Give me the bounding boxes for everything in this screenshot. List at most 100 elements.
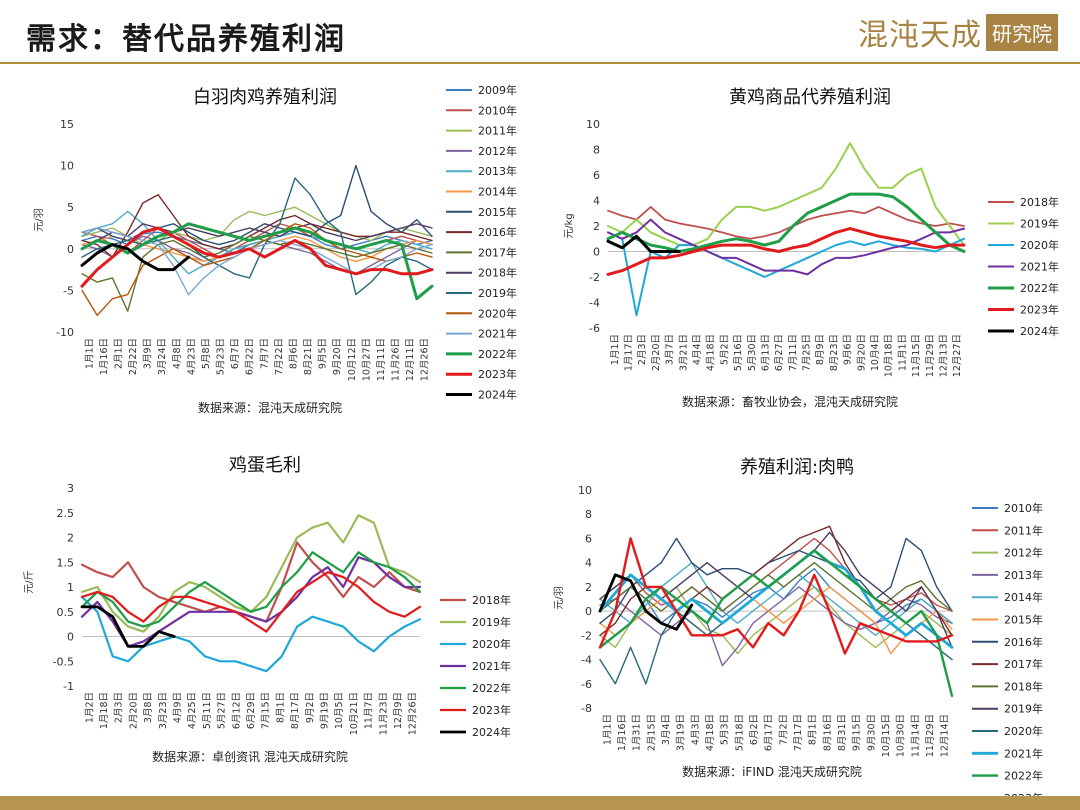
y-tick-label: 2 — [67, 532, 74, 545]
x-tick-label: 3月9日 — [143, 338, 154, 369]
y-tick-label: 10 — [586, 118, 600, 131]
y-tick-label: -2 — [581, 629, 592, 642]
footer-bar — [0, 796, 1080, 810]
y-tick-label: 2 — [593, 220, 600, 233]
legend-label: 2015年 — [1004, 613, 1043, 627]
legend-label: 2014年 — [478, 185, 517, 199]
x-tick-label: 4月18日 — [705, 714, 716, 751]
y-tick-label: 5 — [67, 201, 74, 214]
x-tick-label: 11月7日 — [364, 692, 375, 729]
chart-title: 鸡蛋毛利 — [229, 455, 301, 476]
x-tick-label: 7月17日 — [793, 714, 804, 751]
x-tick-label: 4月9日 — [173, 692, 184, 723]
x-tick-label: 6月2日 — [749, 714, 760, 745]
x-tick-label: 5月18日 — [734, 714, 745, 751]
legend-label: 2016年 — [1004, 635, 1043, 649]
x-tick-label: 11月1日 — [897, 334, 908, 371]
x-tick-label: 8月31日 — [837, 714, 848, 751]
legend-label: 2012年 — [1004, 546, 1043, 560]
legend-label: 2021年 — [478, 327, 517, 341]
x-tick-label: 1月16日 — [99, 338, 110, 375]
x-tick-label: 3月7日 — [665, 334, 676, 365]
x-tick-label: 1月2日 — [84, 692, 95, 723]
x-tick-label: 9月15日 — [852, 714, 863, 751]
legend-label: 2017年 — [1004, 657, 1043, 671]
chart-title: 白羽肉鸡养殖利润 — [193, 86, 337, 108]
logo-text: 混沌天成 — [858, 18, 982, 53]
legend-label: 2017年 — [478, 245, 517, 259]
series-line — [81, 223, 433, 250]
series-line — [598, 573, 694, 631]
x-tick-label: 5月3日 — [720, 714, 731, 745]
chart-svg: 鸡蛋毛利 -1 -0.5 0 0.5 1 1.5 2 2.5 3 1月2日 1月18日 2月3日 2月20… — [23, 455, 511, 764]
x-tick-label: 9月20日 — [332, 338, 343, 375]
y-tick-label: -10 — [56, 326, 74, 339]
x-tick-label: 7月2日 — [778, 714, 789, 745]
x-tick-label: 1月17日 — [624, 334, 635, 371]
x-tick-label: 9月2日 — [305, 692, 316, 723]
chart-svg: 养殖利润:肉鸭 -8 -6 -4 -2 0 2 4 6 8 10 1月1日 1月16日 1月31日 2月15… — [553, 456, 1043, 805]
legend-label: 2018年 — [1020, 195, 1059, 209]
x-tick-label: 2月20日 — [651, 334, 662, 371]
page-title: 需求：替代品养殖利润 — [26, 22, 346, 57]
x-tick-label: 6月29日 — [246, 692, 257, 729]
x-tick-label: 10月5日 — [334, 692, 345, 729]
legend-label: 2011年 — [1004, 523, 1043, 537]
legend-label: 2023年 — [1020, 303, 1059, 317]
x-tick-label: 10月18日 — [884, 334, 895, 377]
x-tick-label: 4月8日 — [172, 338, 183, 369]
x-tick-label: 12月14日 — [940, 714, 951, 757]
x-tick-label: 6月13日 — [760, 334, 771, 371]
legend-label: 2019年 — [1004, 702, 1043, 716]
logo: 混沌天成 研究院 — [858, 12, 1058, 53]
x-tick-label: 11月29日 — [925, 714, 936, 757]
chart-meat-duck-profit: 养殖利润:肉鸭 -8 -6 -4 -2 0 2 4 6 8 10 1月1日 1月16日 1月31日 2月15… — [540, 438, 1080, 806]
x-tick-label: 2月20日 — [128, 692, 139, 729]
series-line — [80, 595, 422, 673]
series-line — [80, 551, 422, 628]
x-tick-label: 8月6日 — [288, 338, 299, 369]
x-tick-label: 8月9日 — [815, 334, 826, 365]
y-axis-label: 元/斤 — [23, 570, 35, 593]
series-line — [80, 243, 190, 272]
x-tick-label: 5月11日 — [202, 692, 213, 729]
series-line — [607, 206, 965, 240]
x-tick-label: 3月21日 — [678, 334, 689, 371]
series-line — [80, 226, 434, 288]
series-line — [81, 223, 433, 317]
x-tick-label: 8月1日 — [808, 714, 819, 745]
y-tick-label: 15 — [60, 118, 74, 131]
x-tick-label: 1月1日 — [610, 334, 621, 365]
source-note: 数据来源：iFIND 混沌天成研究院 — [682, 764, 862, 779]
series-line — [80, 605, 176, 648]
x-tick-label: 11月26日 — [391, 338, 402, 381]
series-line — [607, 218, 965, 276]
x-tick-label: 8月21日 — [303, 338, 314, 375]
series-line — [599, 586, 953, 655]
y-tick-label: 0 — [67, 243, 74, 256]
legend-label: 2013年 — [478, 164, 517, 178]
series-line — [80, 571, 422, 633]
x-tick-label: 12月13日 — [938, 334, 949, 377]
legend-label: 2023年 — [478, 367, 517, 381]
x-tick-label: 6月27日 — [774, 334, 785, 371]
y-tick-label: 4 — [593, 195, 600, 208]
y-tick-label: -8 — [581, 702, 592, 715]
y-tick-label: 0.5 — [57, 606, 75, 619]
x-tick-label: 11月11日 — [376, 338, 387, 381]
legend-label: 2011年 — [478, 124, 517, 138]
series-line — [599, 537, 953, 624]
legend-label: 2019年 — [1020, 217, 1059, 231]
legend-label: 2022年 — [1004, 769, 1043, 783]
y-tick-label: 8 — [593, 144, 600, 157]
series-line — [598, 549, 954, 698]
y-tick-label: 4 — [585, 557, 592, 570]
x-tick-label: 12月27日 — [952, 334, 963, 377]
y-tick-label: 10 — [578, 484, 592, 497]
y-tick-label: -0.5 — [53, 655, 74, 668]
legend-label: 2020年 — [1004, 724, 1043, 738]
x-tick-label: 2月1日 — [113, 338, 124, 369]
x-tick-label: 8月16日 — [822, 714, 833, 751]
x-tick-label: 8月17日 — [290, 692, 301, 729]
y-axis-label: 元/羽 — [553, 586, 565, 609]
